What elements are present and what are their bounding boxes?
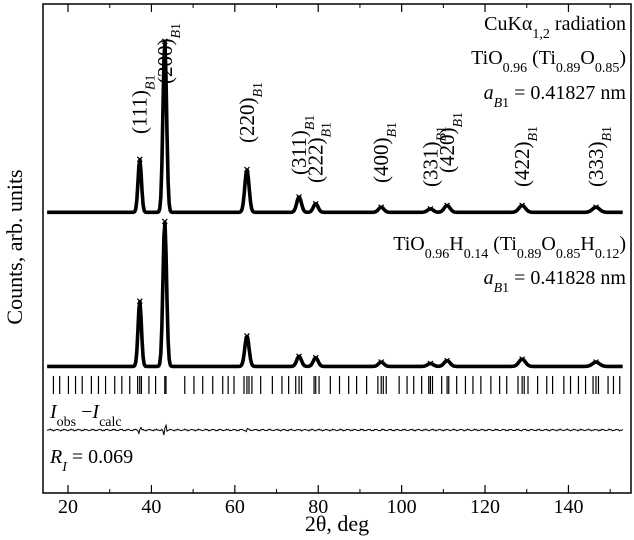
pattern-sample1-peak-marker [519,202,526,209]
pattern-sample2-peak-marker [296,353,302,360]
pattern-sample2-peak-marker [161,218,168,225]
pattern-sample2-peak-marker [243,333,250,339]
pattern-sample2-peak-marker [444,357,451,364]
pattern-sample1-calculated [47,42,623,213]
pattern-sample1-peak-marker [312,200,319,207]
sample1-formula-annotation: TiO0.96 (Ti0.89O0.85) [471,47,626,76]
x-axis-label: 2θ, deg [305,511,369,536]
pattern-sample2-peak-marker [519,356,526,363]
y-axis-label: Counts, arb. units [2,169,27,324]
peak-label: (222)B1 [304,122,335,183]
pattern-sample1-peak-marker [136,156,143,163]
peak-label: (331)B1 [418,126,449,187]
peak-label: (311)B1 [287,115,318,175]
sample2-lattice-annotation: aB1 = 0.41828 nm [484,267,627,296]
peak-label: (400)B1 [369,122,400,183]
x-tick-label: 60 [225,496,245,518]
plot-frame [42,3,632,494]
peak-label: (111)B1 [128,75,159,135]
x-tick-label: 20 [58,496,78,518]
radiation-annotation: CuKα1,2 radiation [484,13,626,42]
peak-label: (200)B1 [153,23,184,84]
peak-label: (333)B1 [584,126,615,187]
x-tick-label: 80 [308,496,328,518]
pattern-sample1-peak-marker [161,38,168,45]
pattern-sample1-peak-marker [296,194,302,200]
difference-label: Iobs −Icalc [49,401,122,430]
pattern-sample1-peak-marker [427,205,434,212]
pattern-sample2-peak-marker [312,354,319,361]
pattern-sample1-peak-marker [444,202,451,209]
pattern-sample2-peak-marker [378,359,385,365]
x-tick-label: 100 [387,496,417,518]
x-tick-label: 40 [141,496,161,518]
pattern-sample2-peak-marker [593,359,599,365]
pattern-sample2-peak-marker [136,298,143,305]
pattern-sample1-peak-marker [593,204,599,211]
data-layer [46,38,624,436]
pattern-sample1-peak-marker [243,166,250,173]
peak-labels: (111)B1(200)B1 (220)B1 (311)B1(222)B1 (400)… [128,23,615,187]
pattern-sample2-observed [46,220,624,369]
pattern-sample2-calculated [47,222,623,367]
sample1-lattice-annotation: aB1 = 0.41827 nm [484,82,627,111]
pattern-sample2-peak-marker [427,360,434,367]
pattern-sample1-peak-marker [378,204,385,211]
x-tick-label: 120 [470,496,500,518]
x-tick-label: 140 [553,496,583,518]
x-axis-ticks: 20 40 60 80 100 120 140 [58,4,611,518]
peak-label: (420)B1 [435,112,466,173]
peak-label: (422)B1 [510,126,541,187]
peak-label: (220)B1 [235,82,266,143]
difference-curve [46,423,624,436]
r-factor-label: RI = 0.069 [49,446,133,475]
sample2-formula-annotation: TiO0.96H0.14 (Ti0.89O0.85H0.12) [393,233,626,262]
